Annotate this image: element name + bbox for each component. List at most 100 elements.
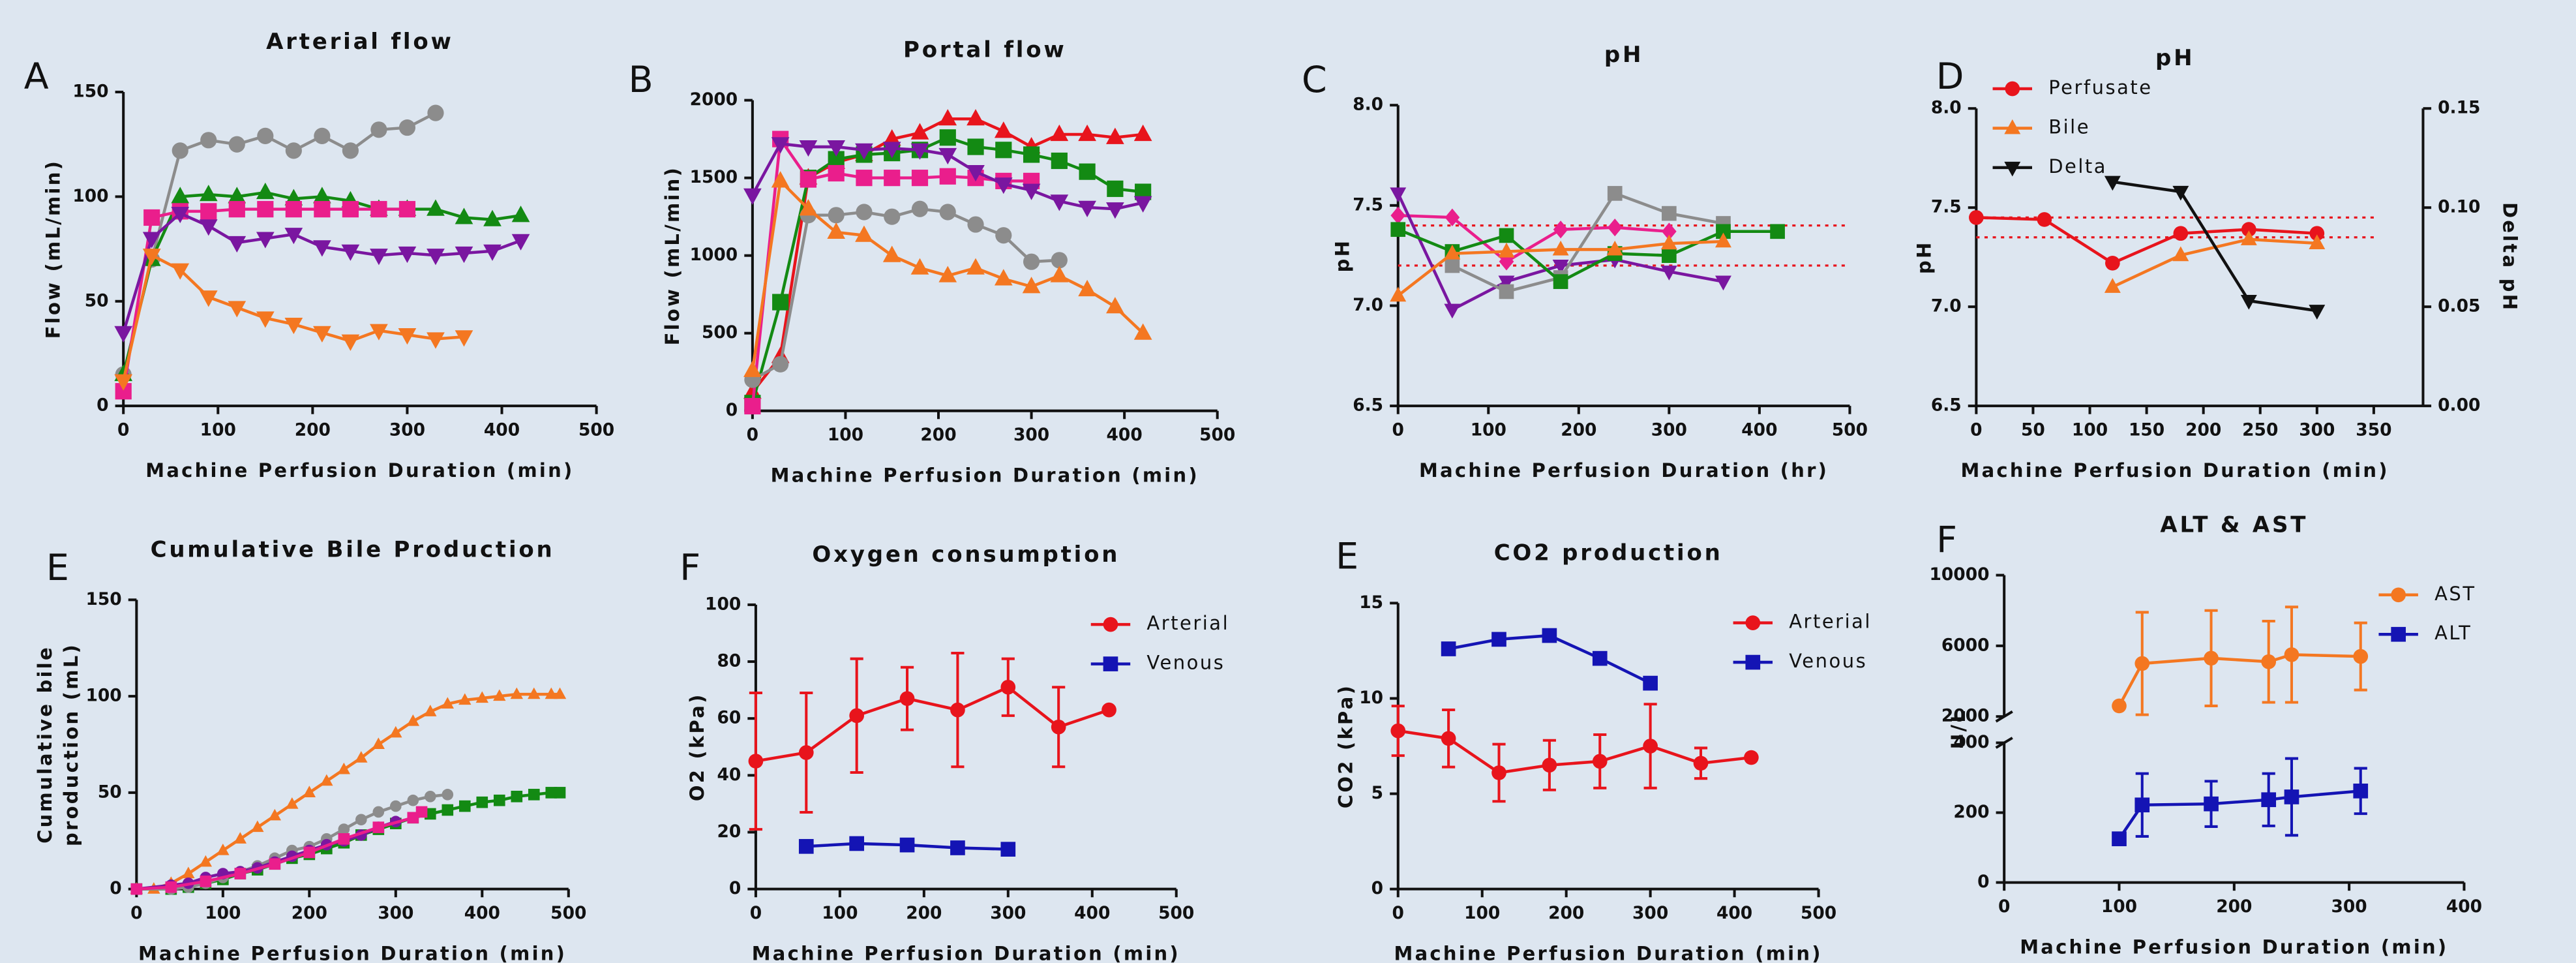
y-tick-label: 0 xyxy=(110,878,121,898)
x-tick-label: 300 xyxy=(1651,420,1687,440)
marker xyxy=(1101,702,1116,718)
marker xyxy=(483,209,502,226)
x-axis-label: Machine Perfusion Duration (min) xyxy=(145,459,574,482)
marker xyxy=(171,206,190,224)
marker xyxy=(2261,792,2277,808)
marker xyxy=(1445,208,1460,226)
marker xyxy=(798,745,814,760)
marker xyxy=(424,705,437,716)
x-tick-label: 0 xyxy=(130,903,142,923)
marker xyxy=(2134,656,2150,671)
chart-title: ALT & AST xyxy=(2160,512,2308,538)
y-axis-label: pH xyxy=(1913,240,1935,274)
marker xyxy=(799,199,818,216)
y-tick-label: 400 xyxy=(1953,732,1989,752)
marker xyxy=(313,240,331,257)
marker xyxy=(1133,196,1152,213)
marker xyxy=(199,185,218,202)
marker xyxy=(1050,124,1069,142)
x-tick-label: 100 xyxy=(2101,896,2137,917)
marker xyxy=(1107,180,1124,197)
chart-title: pH xyxy=(1604,42,1643,68)
marker xyxy=(828,207,845,224)
marker xyxy=(284,228,303,245)
marker xyxy=(458,693,472,705)
marker xyxy=(772,356,789,373)
marker xyxy=(1051,719,1066,735)
marker xyxy=(2105,255,2120,271)
x-tick-label: 100 xyxy=(1464,903,1500,923)
legend-label: Venous xyxy=(1789,650,1867,672)
x-tick-label: 0 xyxy=(747,425,758,445)
marker xyxy=(442,804,454,816)
marker xyxy=(966,165,985,182)
marker xyxy=(165,881,177,893)
legend-label: Delta xyxy=(2048,155,2107,177)
marker xyxy=(342,201,359,218)
marker xyxy=(427,199,445,216)
marker xyxy=(856,170,873,187)
y-axis-label: production (mL) xyxy=(60,643,82,846)
marker xyxy=(2391,587,2406,603)
y-tick-label: 5 xyxy=(1371,783,1383,803)
marker xyxy=(528,687,541,699)
marker xyxy=(1499,284,1514,299)
x-tick-label: 200 xyxy=(295,420,331,440)
marker xyxy=(1103,617,1118,632)
y-tick-label: 50 xyxy=(98,782,122,802)
panel-letter: F xyxy=(1936,519,1957,561)
y-tick-label: 100 xyxy=(85,686,121,706)
y-axis-label: Flow (mL/min) xyxy=(42,159,64,339)
y-tick-label: 7.0 xyxy=(1931,296,1962,316)
marker xyxy=(314,201,331,218)
marker xyxy=(1050,194,1069,211)
marker xyxy=(855,225,873,242)
marker xyxy=(1498,242,1515,258)
marker xyxy=(1499,228,1514,243)
marker xyxy=(1106,202,1124,219)
marker xyxy=(1745,654,1761,670)
marker xyxy=(2112,831,2127,847)
marker xyxy=(938,109,957,126)
marker xyxy=(1078,124,1096,142)
y-tick-label: 60 xyxy=(717,708,741,728)
marker xyxy=(424,790,436,802)
marker xyxy=(314,127,331,144)
x-axis-label: Machine Perfusion Duration (min) xyxy=(771,464,1199,486)
x-axis-label: Machine Perfusion Duration (min) xyxy=(1961,459,2389,482)
marker xyxy=(2173,226,2189,241)
marker xyxy=(475,691,488,703)
x-tick-label: 500 xyxy=(1832,420,1868,440)
marker xyxy=(427,332,445,349)
y-tick-label: 8.0 xyxy=(1931,98,1962,118)
marker xyxy=(545,787,558,799)
marker xyxy=(911,170,929,187)
marker xyxy=(910,258,929,275)
marker xyxy=(257,127,274,144)
marker xyxy=(251,820,264,833)
series-line xyxy=(1398,213,1670,264)
marker xyxy=(1050,266,1069,283)
marker xyxy=(1133,124,1152,142)
marker xyxy=(372,821,385,833)
marker xyxy=(511,790,523,802)
marker xyxy=(966,109,985,126)
marker xyxy=(370,201,387,218)
marker xyxy=(1491,765,1506,780)
marker xyxy=(800,171,817,188)
chart-title: CO2 production xyxy=(1494,540,1723,566)
marker xyxy=(856,204,873,221)
y-tick-label: 10 xyxy=(1359,688,1383,708)
marker xyxy=(200,132,217,149)
marker xyxy=(899,691,915,707)
marker xyxy=(511,206,530,222)
marker xyxy=(744,397,761,415)
marker xyxy=(233,832,247,844)
chart-title: Oxygen consumption xyxy=(812,542,1120,568)
marker xyxy=(528,789,540,801)
marker xyxy=(939,204,956,221)
marker xyxy=(341,244,360,261)
marker xyxy=(1607,219,1623,237)
x-tick-label: 200 xyxy=(2185,420,2221,440)
marker xyxy=(994,121,1013,138)
